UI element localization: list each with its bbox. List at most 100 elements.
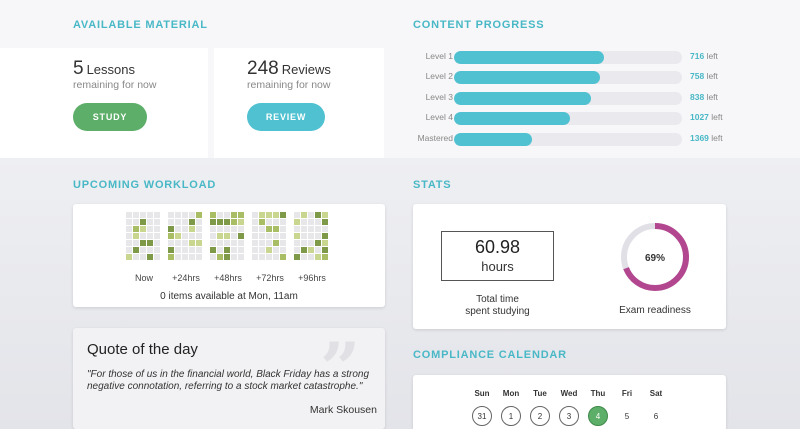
calendar-date-today[interactable]: 4	[588, 406, 608, 426]
workload-cell	[252, 254, 258, 260]
workload-cell	[315, 254, 321, 260]
workload-cell	[126, 240, 132, 246]
workload-cell	[210, 219, 216, 225]
workload-cell	[273, 226, 279, 232]
workload-cell	[231, 233, 237, 239]
workload-status: 0 items available at Mon, 11am	[160, 291, 298, 302]
calendar-date[interactable]: 31	[472, 406, 492, 426]
workload-column-label: +72hrs	[256, 273, 284, 283]
workload-cell	[266, 212, 272, 218]
workload-cell	[315, 226, 321, 232]
workload-cell	[238, 212, 244, 218]
calendar-date[interactable]: 6	[653, 411, 659, 421]
workload-cell	[301, 240, 307, 246]
progress-left-count: 716	[690, 51, 705, 61]
workload-cell	[252, 240, 258, 246]
quote-text: "For those of us in the financial world,…	[87, 369, 370, 392]
lessons-count: 5 Lessons	[73, 58, 135, 80]
stats-card	[413, 204, 726, 329]
workload-cell	[224, 226, 230, 232]
workload-cell	[280, 254, 286, 260]
workload-cell	[154, 254, 160, 260]
workload-cell	[196, 240, 202, 246]
progress-left-count: 838	[690, 92, 705, 102]
workload-cell	[133, 240, 139, 246]
workload-cell	[322, 247, 328, 253]
progress-left-suffix: left	[711, 112, 723, 122]
progress-bar-track	[454, 92, 682, 105]
lessons-sub: remaining for now	[73, 79, 157, 91]
workload-cell	[266, 226, 272, 232]
workload-cell	[133, 247, 139, 253]
progress-left-count: 1027	[690, 112, 709, 122]
workload-cell	[175, 240, 181, 246]
workload-cell	[273, 247, 279, 253]
workload-cell	[294, 226, 300, 232]
progress-level-label: Level 3	[425, 92, 453, 102]
workload-cell	[154, 212, 160, 218]
workload-column	[168, 212, 204, 260]
hours-box: 60.98 hours	[441, 231, 554, 281]
calendar-date[interactable]: 2	[530, 406, 550, 426]
workload-column	[294, 212, 330, 260]
workload-cell	[140, 240, 146, 246]
workload-cell	[273, 254, 279, 260]
available-material-title: AVAILABLE MATERIAL	[73, 19, 208, 31]
workload-cell	[133, 219, 139, 225]
workload-cell	[175, 226, 181, 232]
workload-cell	[182, 212, 188, 218]
workload-cell	[189, 226, 195, 232]
workload-cell	[308, 233, 314, 239]
upcoming-workload-title: UPCOMING WORKLOAD	[73, 179, 217, 191]
workload-cell	[126, 226, 132, 232]
progress-row: Mastered 1369 left	[400, 132, 800, 148]
stats-title: STATS	[413, 179, 452, 191]
progress-left-suffix: left	[706, 92, 718, 102]
calendar-weekday: Mon	[502, 389, 520, 398]
workload-cell	[210, 212, 216, 218]
workload-cell	[308, 226, 314, 232]
workload-cell	[147, 212, 153, 218]
workload-cell	[168, 219, 174, 225]
workload-cell	[168, 233, 174, 239]
workload-cell	[252, 212, 258, 218]
progress-level-label: Level 2	[425, 71, 453, 81]
workload-cell	[175, 233, 181, 239]
progress-left-suffix: left	[706, 51, 718, 61]
calendar-date[interactable]: 3	[559, 406, 579, 426]
calendar-date[interactable]: 1	[501, 406, 521, 426]
workload-cell	[231, 240, 237, 246]
workload-cell	[294, 247, 300, 253]
workload-cell	[217, 226, 223, 232]
workload-cell	[147, 219, 153, 225]
progress-level-label: Level 4	[425, 112, 453, 122]
workload-cell	[182, 233, 188, 239]
workload-cell	[301, 247, 307, 253]
progress-bar-track	[454, 133, 682, 146]
workload-cell	[168, 212, 174, 218]
progress-bar-fill	[454, 71, 600, 84]
workload-cell	[196, 247, 202, 253]
workload-cell	[189, 212, 195, 218]
workload-cell	[182, 219, 188, 225]
workload-cell	[259, 219, 265, 225]
workload-cell	[182, 254, 188, 260]
review-button[interactable]: REVIEW	[247, 103, 325, 131]
study-button[interactable]: STUDY	[73, 103, 147, 131]
workload-column-label: +48hrs	[214, 273, 242, 283]
workload-cell	[196, 226, 202, 232]
workload-cell	[154, 247, 160, 253]
readiness-caption: Exam readiness	[619, 305, 691, 316]
workload-cell	[140, 219, 146, 225]
workload-cell	[147, 254, 153, 260]
progress-left: 1027 left	[690, 112, 723, 122]
workload-cell	[217, 247, 223, 253]
calendar-weekday: Thu	[590, 389, 606, 398]
hours-value: 60.98	[474, 237, 521, 257]
workload-cell	[154, 226, 160, 232]
workload-cell	[322, 212, 328, 218]
workload-cell	[210, 254, 216, 260]
workload-cell	[126, 247, 132, 253]
calendar-date[interactable]: 5	[624, 411, 630, 421]
progress-left: 716 left	[690, 51, 718, 61]
